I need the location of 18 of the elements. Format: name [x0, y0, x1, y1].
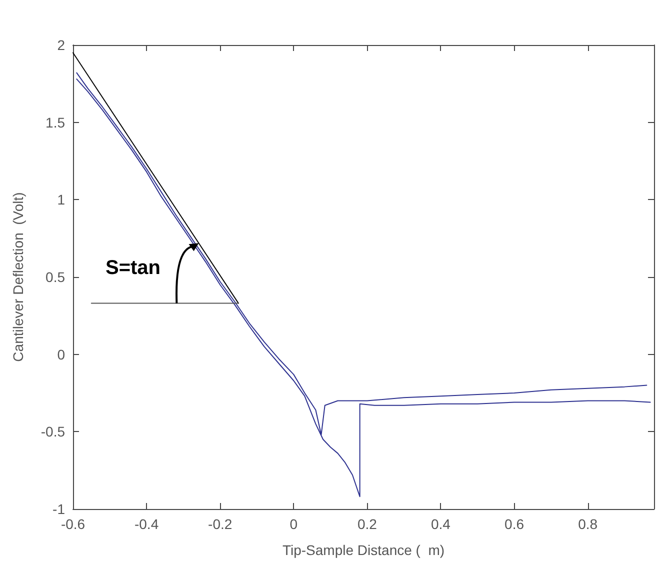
x-tick-label: 0.2 [357, 516, 378, 532]
y-tick-label: 1.5 [46, 114, 66, 130]
annotation: S=tan [105, 257, 161, 279]
y-tick-label: -0.5 [40, 424, 66, 440]
x-tick-label: -0.2 [208, 516, 232, 532]
y-tick-label: -1 [52, 501, 66, 517]
x-tick-label: 0.4 [430, 516, 451, 532]
y-tick-label: 1 [57, 192, 66, 208]
x-tick-label: 0.8 [578, 516, 598, 532]
y-tick-label: 0 [57, 346, 66, 362]
x-tick-label: 0.6 [504, 516, 524, 532]
x-tick-label: -0.6 [60, 516, 86, 532]
y-tick-label: 2 [57, 37, 66, 53]
x-tick-label: 0 [290, 516, 298, 532]
x-axis-title: Tip-Sample Distance ( m) [282, 542, 445, 558]
x-tick-label: -0.4 [134, 516, 159, 532]
y-tick-label: 0.5 [46, 269, 66, 285]
y-axis-title: Cantilever Deflection (Volt) [10, 192, 26, 362]
